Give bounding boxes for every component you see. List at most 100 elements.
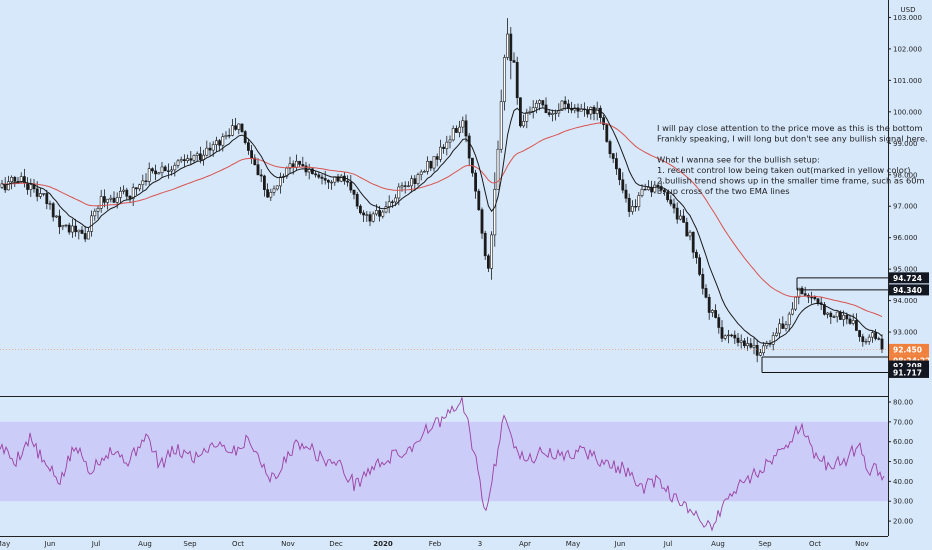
candle <box>611 153 615 159</box>
candle <box>96 207 100 212</box>
candle <box>621 179 625 191</box>
candle <box>234 125 238 130</box>
candle <box>474 172 478 192</box>
candle <box>733 334 737 339</box>
candle <box>160 166 164 174</box>
rsi-band <box>0 421 888 502</box>
candle <box>851 320 855 324</box>
price-tick-label: 103.000 <box>893 14 922 22</box>
candle <box>877 338 881 340</box>
candle <box>829 312 833 317</box>
candle <box>314 173 318 176</box>
candle <box>480 209 484 234</box>
candle <box>464 120 468 137</box>
candle <box>448 139 452 143</box>
rsi-tick-label: 30.00 <box>893 498 913 506</box>
time-label: Oct <box>232 540 244 548</box>
candle <box>826 312 830 315</box>
candle <box>195 153 199 156</box>
time-label: Feb <box>429 540 442 548</box>
candle <box>208 147 212 151</box>
candle <box>413 178 417 184</box>
candle <box>179 159 183 162</box>
candle <box>157 172 161 175</box>
candle <box>858 330 862 337</box>
candle <box>358 205 362 214</box>
candle <box>106 198 110 203</box>
time-label: Jun <box>614 540 626 548</box>
time-label: Aug <box>711 540 725 548</box>
candle <box>634 205 638 208</box>
candle <box>541 100 545 106</box>
candle <box>627 197 631 212</box>
candle <box>35 188 39 197</box>
price-tick-label: 94.000 <box>893 297 918 305</box>
candle <box>698 257 702 275</box>
candle <box>755 345 759 356</box>
candle <box>109 197 113 200</box>
candle <box>426 161 430 172</box>
time-label: Sep <box>758 540 772 548</box>
candle <box>394 197 398 203</box>
candle <box>643 188 647 191</box>
candle <box>378 210 382 217</box>
candle <box>256 164 260 176</box>
candle <box>186 158 190 161</box>
candle <box>275 185 279 190</box>
annotation-line: Frankly speaking, I will long but don't … <box>657 134 928 144</box>
candle <box>458 126 462 133</box>
candle <box>183 159 186 161</box>
price-tick-label: 96.000 <box>893 234 918 242</box>
candle <box>119 191 122 198</box>
candle <box>227 134 231 137</box>
time-label: Dec <box>329 540 343 548</box>
price-tag <box>889 284 929 296</box>
candle <box>58 215 62 228</box>
candle <box>253 157 257 165</box>
rsi-tick-label: 80.00 <box>893 398 913 406</box>
candle <box>496 148 500 190</box>
candle <box>816 298 820 304</box>
candle <box>810 296 814 299</box>
candle <box>432 156 436 169</box>
candle <box>714 310 718 318</box>
candle <box>739 340 743 343</box>
candle <box>506 33 510 58</box>
candle <box>173 165 177 171</box>
time-label: Jun <box>44 540 56 548</box>
candle <box>726 334 730 337</box>
candle <box>547 112 551 115</box>
candle <box>477 190 481 210</box>
candle <box>784 324 788 329</box>
candle <box>346 180 350 183</box>
candle <box>778 323 782 334</box>
candle <box>787 313 791 326</box>
candle <box>595 107 599 114</box>
candle <box>278 176 282 187</box>
annotation-line: 1. recent control low being taken out(ma… <box>657 165 911 175</box>
candle <box>26 182 30 190</box>
candle <box>42 193 46 195</box>
candle <box>867 336 871 342</box>
candle <box>237 123 241 130</box>
candle <box>794 296 798 310</box>
price-tag-label: 92.208 <box>893 362 922 371</box>
candle <box>384 206 388 213</box>
candle <box>854 320 858 331</box>
candle <box>87 231 90 240</box>
candle <box>608 141 612 154</box>
rsi-tick-label: 40.00 <box>893 478 913 486</box>
price-tag-label: 94.724 <box>893 274 922 283</box>
candle <box>682 215 686 223</box>
candle <box>355 194 359 207</box>
rsi-tick-label: 70.00 <box>893 418 913 426</box>
candle <box>746 343 750 347</box>
candle <box>438 146 442 160</box>
candle <box>167 170 170 172</box>
candle <box>707 297 711 313</box>
rsi-tick-label: 20.00 <box>893 518 913 526</box>
candle <box>93 210 97 217</box>
candle <box>99 196 103 209</box>
